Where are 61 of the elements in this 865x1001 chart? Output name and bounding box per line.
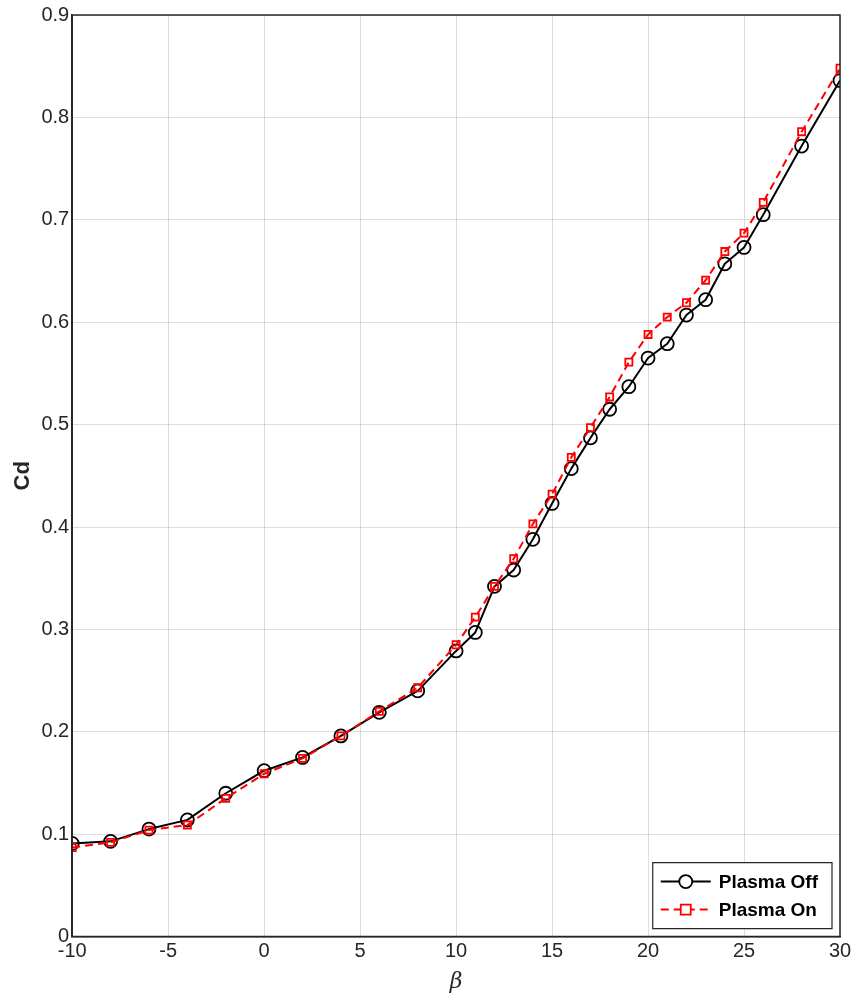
point <box>682 298 691 308</box>
point <box>679 307 694 323</box>
point <box>698 292 714 308</box>
x-tick-label: 25 <box>732 939 756 962</box>
point <box>566 452 576 462</box>
x-tick-label: 0 <box>258 939 270 962</box>
x-axis-title: β <box>448 967 463 993</box>
y-tick-label: 0.5 <box>41 412 70 435</box>
point <box>451 640 461 650</box>
point <box>544 496 560 511</box>
legend-label: Plasma Off <box>718 870 819 892</box>
point <box>448 643 464 659</box>
point <box>583 430 598 446</box>
point <box>509 554 519 564</box>
y-tick-label: 0.1 <box>41 821 70 844</box>
point <box>640 350 656 366</box>
point <box>179 812 195 828</box>
y-tick-label: 0.6 <box>41 309 70 332</box>
point <box>758 197 768 207</box>
point <box>736 240 752 255</box>
legend-label: Plasma On <box>718 898 817 920</box>
x-tick-label: 5 <box>354 939 366 962</box>
point <box>410 683 426 699</box>
point <box>470 612 480 622</box>
y-tick-label: 0.2 <box>41 719 70 742</box>
point <box>659 336 675 352</box>
point <box>467 625 483 640</box>
point <box>602 401 618 417</box>
y-tick-label: 0.8 <box>41 104 70 127</box>
point <box>643 330 653 339</box>
y-tick-label: 0.9 <box>41 2 70 25</box>
point <box>755 207 771 223</box>
point <box>141 821 157 837</box>
point <box>586 423 595 433</box>
point <box>525 531 541 547</box>
point <box>547 489 557 499</box>
point <box>662 312 672 322</box>
point <box>506 562 522 578</box>
point <box>371 704 387 720</box>
point <box>720 247 730 256</box>
point <box>103 833 118 849</box>
y-tick-label: 0.7 <box>41 207 70 230</box>
y-tick-label: 0.3 <box>41 616 70 639</box>
point <box>218 785 234 801</box>
y-axis-title: Cd <box>9 461 35 491</box>
point <box>528 519 538 529</box>
point <box>797 127 807 137</box>
y-tick-label: 0.4 <box>41 514 70 537</box>
point <box>624 357 634 367</box>
x-tick-label: -5 <box>159 939 178 962</box>
point <box>621 379 637 395</box>
point <box>605 392 615 402</box>
x-tick-label: 10 <box>444 939 468 962</box>
point <box>717 256 733 272</box>
x-tick-label: 30 <box>828 939 852 962</box>
point <box>563 461 579 477</box>
x-tick-label: 15 <box>540 939 564 962</box>
point <box>794 138 810 154</box>
point <box>739 228 749 238</box>
point <box>701 275 711 285</box>
x-tick-label: 20 <box>636 939 660 962</box>
